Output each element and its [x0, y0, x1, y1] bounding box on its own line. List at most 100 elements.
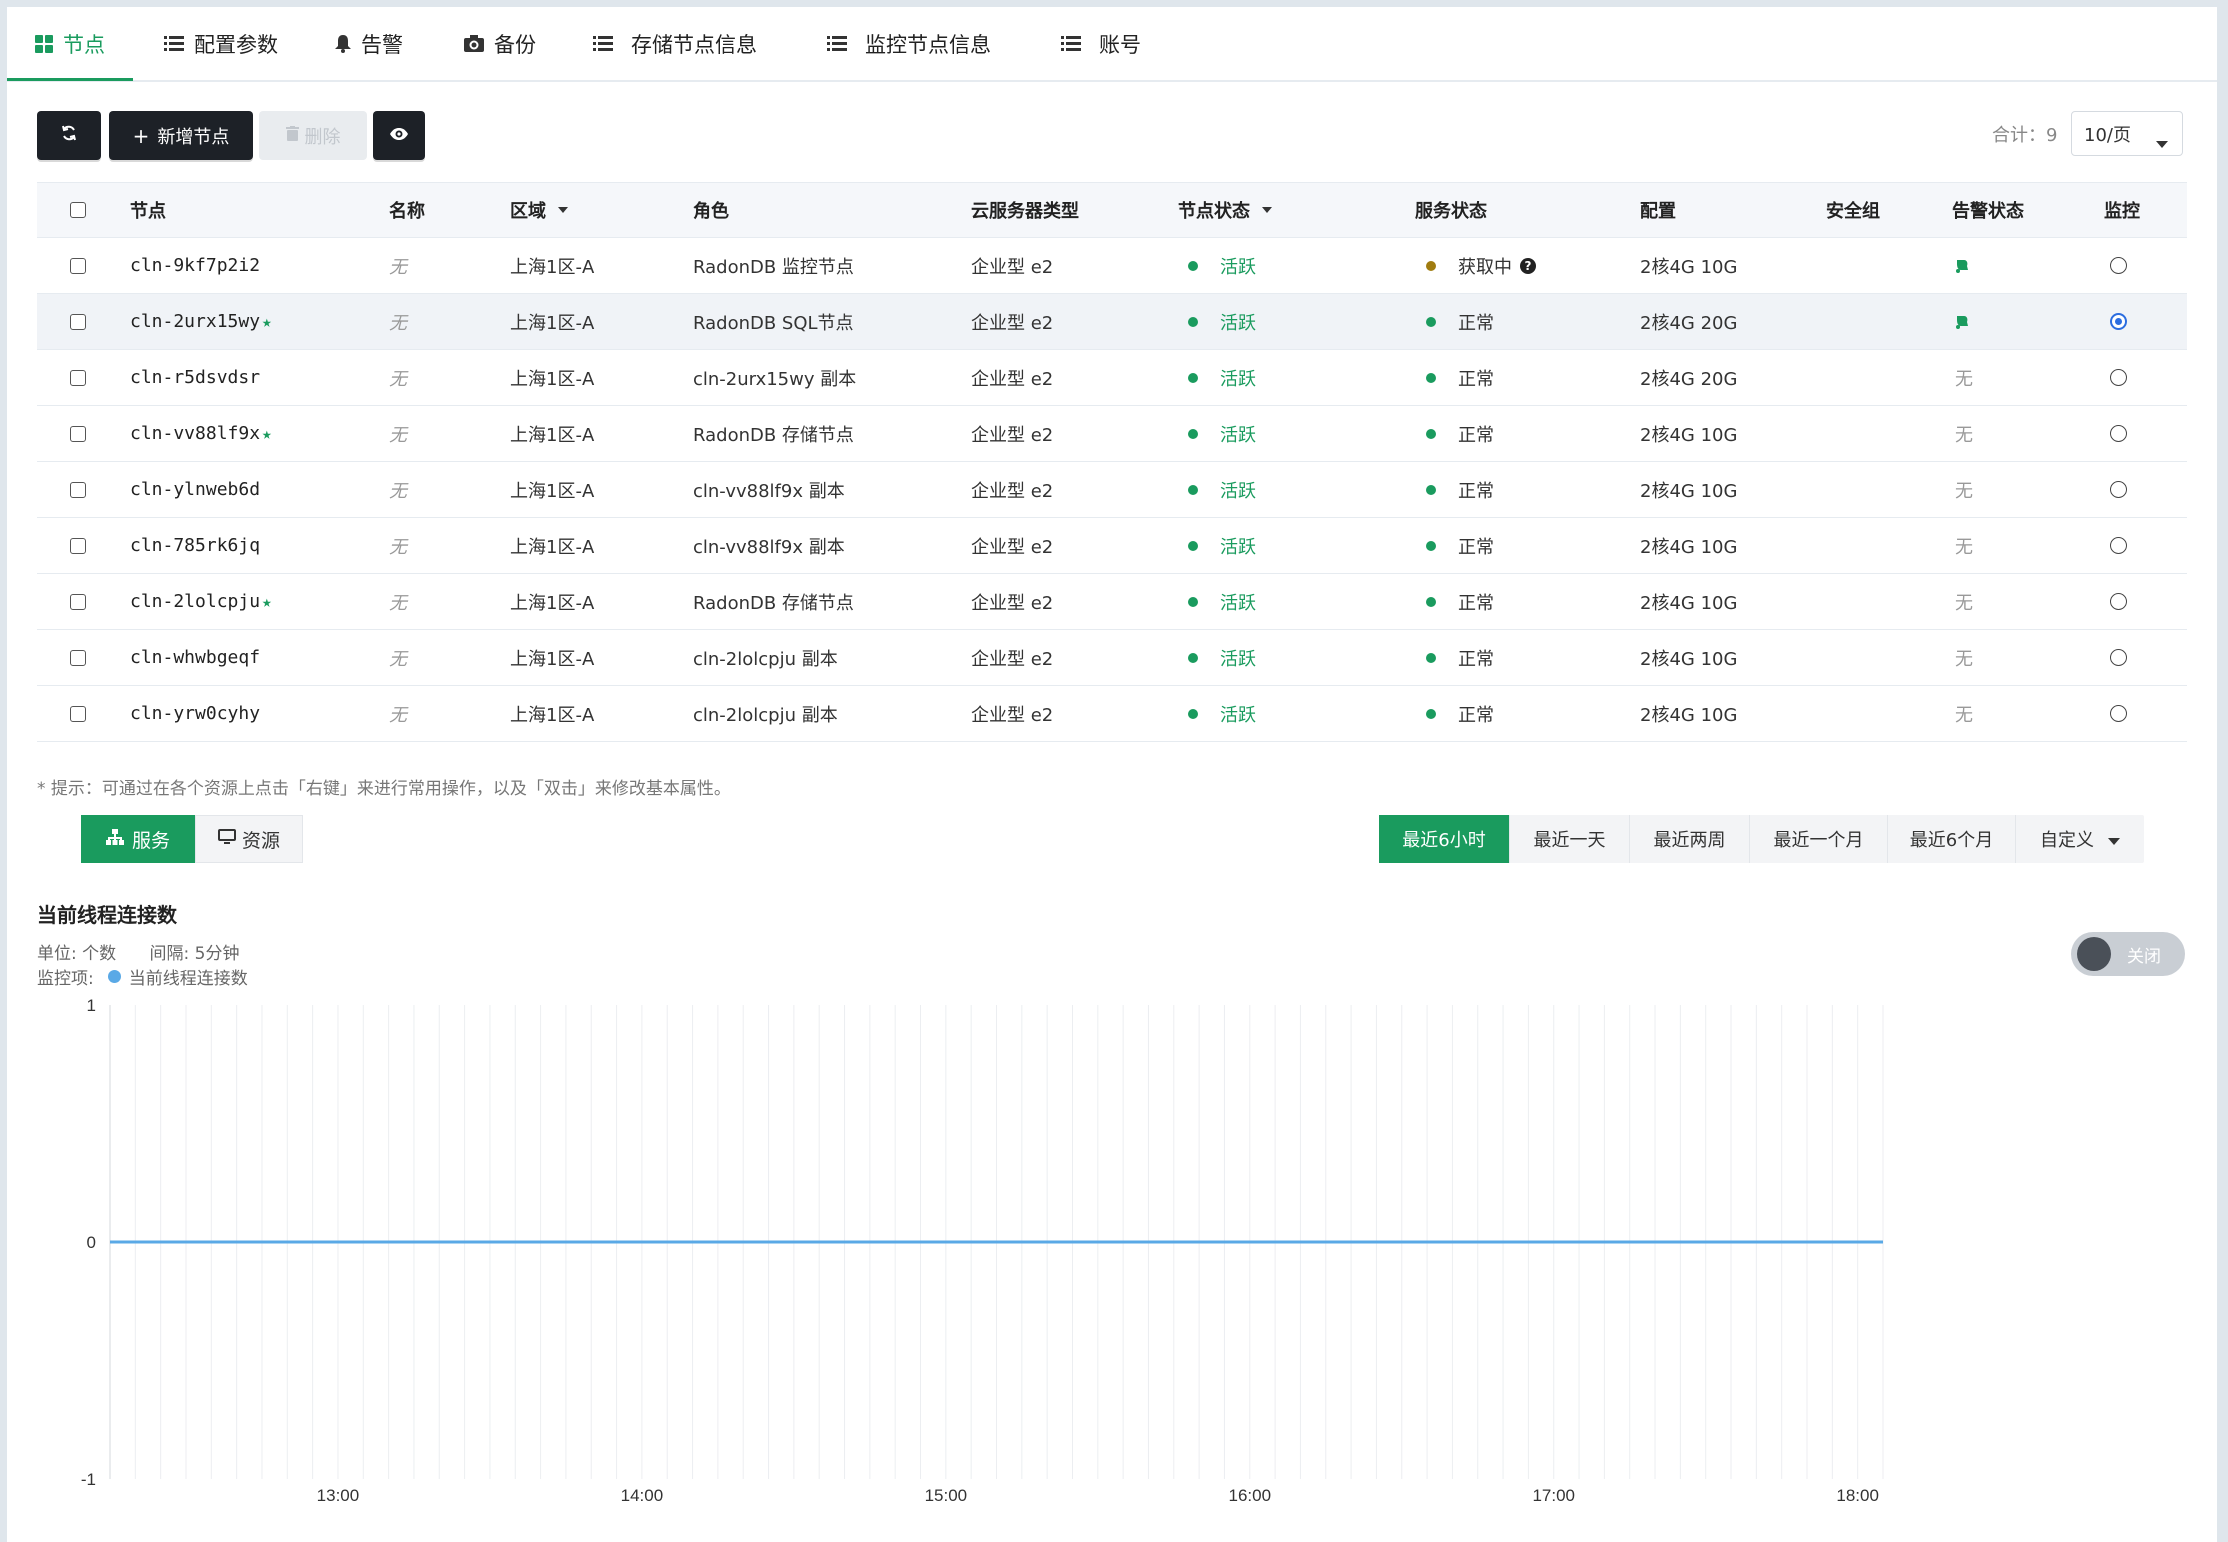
node-status: 活跃	[1188, 686, 1256, 741]
row-checkbox[interactable]	[70, 462, 86, 517]
alert-status: 无	[1955, 592, 1973, 614]
row-checkbox[interactable]	[70, 630, 86, 685]
resource-view-button[interactable]: 资源	[195, 815, 303, 863]
node-zone: 上海1区-A	[510, 536, 595, 558]
sort-caret-icon	[558, 207, 568, 213]
node-id-cell[interactable]: cln-yrw0cyhy	[130, 686, 260, 741]
node-id-cell[interactable]: cln-ylnweb6d	[130, 462, 260, 517]
page-size-select[interactable]: 10/页	[2071, 111, 2183, 156]
service-status-text: 正常	[1458, 536, 1494, 558]
node-id-cell[interactable]: cln-vv88lf9x ★	[130, 406, 272, 461]
row-checkbox[interactable]	[70, 294, 86, 349]
node-name: 无	[389, 592, 407, 614]
tab-backup[interactable]: 备份	[464, 7, 536, 80]
chart-title: 当前线程连接数	[37, 903, 177, 927]
tab-bar: 节点 配置参数 告警 备份 存储节点信息	[7, 7, 2217, 82]
node-id-cell[interactable]: cln-9kf7p2i2	[130, 238, 260, 293]
row-checkbox[interactable]	[70, 686, 86, 741]
service-status-text: 正常	[1458, 312, 1494, 334]
toggle-label: 关闭	[2127, 946, 2161, 967]
tab-alerts[interactable]: 告警	[335, 7, 403, 80]
monitor-radio[interactable]	[2110, 630, 2127, 685]
header-zone[interactable]: 区域	[510, 183, 568, 237]
monitor-radio[interactable]	[2110, 518, 2127, 573]
alert-bell-icon[interactable]	[1955, 294, 1969, 349]
chart-legend: 监控项: 当前线程连接数	[37, 964, 248, 989]
monitor-radio[interactable]	[2110, 238, 2127, 293]
monitor-radio[interactable]	[2110, 294, 2127, 349]
x-tick-label: 16:00	[1229, 1486, 1272, 1505]
question-icon[interactable]: ?	[1520, 257, 1536, 274]
header-node-status[interactable]: 节点状态	[1178, 183, 1272, 237]
node-id-cell[interactable]: cln-r5dsvdsr	[130, 350, 260, 405]
node-zone: 上海1区-A	[510, 704, 595, 726]
tab-storage-node-info[interactable]: 存储节点信息	[593, 7, 757, 80]
node-role: cln-2lolcpju 副本	[693, 648, 838, 670]
row-checkbox[interactable]	[70, 518, 86, 573]
node-status-text: 活跃	[1220, 704, 1256, 726]
tab-nodes[interactable]: 节点	[35, 7, 105, 80]
node-zone: 上海1区-A	[510, 312, 595, 334]
range-2w[interactable]: 最近两周	[1630, 815, 1750, 863]
tab-monitor-node-info[interactable]: 监控节点信息	[827, 7, 991, 80]
tab-label: 告警	[361, 32, 403, 57]
eye-icon	[389, 125, 409, 146]
range-6h[interactable]: 最近6小时	[1379, 815, 1510, 863]
monitor-radio[interactable]	[2110, 462, 2127, 517]
node-id: cln-785rk6jq	[130, 535, 261, 556]
table-row[interactable]: cln-ylnweb6d 无 上海1区-A cln-vv88lf9x 副本 企业型 e2…	[37, 462, 2187, 518]
toggle-visibility-button[interactable]	[373, 111, 425, 160]
delete-button[interactable]: 删除	[259, 111, 367, 160]
refresh-icon	[60, 124, 78, 147]
node-id-cell[interactable]: cln-2lolcpju ★	[130, 574, 272, 629]
table-row[interactable]: cln-785rk6jq 无 上海1区-A cln-vv88lf9x 副本 企业型 e2…	[37, 518, 2187, 574]
range-6m[interactable]: 最近6个月	[1888, 815, 2016, 863]
delete-label: 删除	[304, 126, 341, 148]
node-id-cell[interactable]: cln-785rk6jq	[130, 518, 260, 573]
table-row[interactable]: cln-vv88lf9x ★ 无 上海1区-A RadonDB 存储节点 企业型 e2 活跃…	[37, 406, 2187, 462]
tab-config-params[interactable]: 配置参数	[164, 7, 278, 80]
x-tick-label: 13:00	[317, 1486, 360, 1505]
trash-icon	[285, 125, 299, 146]
node-id: cln-9kf7p2i2	[130, 255, 261, 276]
monitor-radio[interactable]	[2110, 574, 2127, 629]
row-checkbox[interactable]	[70, 574, 86, 629]
grid-icon	[35, 34, 53, 53]
service-view-button[interactable]: 服务	[81, 815, 195, 863]
refresh-button[interactable]	[37, 111, 101, 160]
service-status: 正常	[1426, 574, 1494, 629]
row-checkbox[interactable]	[70, 350, 86, 405]
monitor-radio[interactable]	[2110, 686, 2127, 741]
bell-icon	[335, 34, 351, 53]
table-row[interactable]: cln-2lolcpju ★ 无 上海1区-A RadonDB 存储节点 企业型 e2 活跃…	[37, 574, 2187, 630]
alert-bell-icon[interactable]	[1955, 238, 1969, 293]
node-id-cell[interactable]: cln-2urx15wy ★	[130, 294, 272, 349]
node-instance-type: 企业型 e2	[971, 648, 1054, 670]
x-tick-label: 14:00	[621, 1486, 664, 1505]
row-checkbox[interactable]	[70, 406, 86, 461]
table-row[interactable]: cln-yrw0cyhy 无 上海1区-A cln-2lolcpju 副本 企业型 e2…	[37, 686, 2187, 742]
node-id-cell[interactable]: cln-whwbgeqf	[130, 630, 260, 685]
table-row[interactable]: cln-9kf7p2i2 无 上海1区-A RadonDB 监控节点 企业型 e2 活跃 获…	[37, 238, 2187, 294]
select-all-checkbox[interactable]	[70, 183, 86, 237]
node-id: cln-vv88lf9x	[130, 423, 261, 444]
tab-accounts[interactable]: 账号	[1061, 7, 1141, 80]
table-row[interactable]: cln-whwbgeqf 无 上海1区-A cln-2lolcpju 副本 企业型 e2…	[37, 630, 2187, 686]
range-1m[interactable]: 最近一个月	[1750, 815, 1888, 863]
chart-toggle-switch[interactable]: 关闭	[2071, 932, 2185, 976]
table-row[interactable]: cln-r5dsvdsr 无 上海1区-A cln-2urx15wy 副本 企业型 e2…	[37, 350, 2187, 406]
row-checkbox[interactable]	[70, 238, 86, 293]
monitor-icon	[217, 828, 236, 850]
star-icon: ★	[262, 312, 272, 331]
monitor-radio[interactable]	[2110, 406, 2127, 461]
node-name: 无	[389, 424, 407, 446]
sort-caret-icon	[1262, 207, 1272, 213]
range-1d[interactable]: 最近一天	[1510, 815, 1630, 863]
add-node-button[interactable]: + 新增节点	[109, 111, 253, 160]
monitor-radio[interactable]	[2110, 350, 2127, 405]
range-custom[interactable]: 自定义	[2016, 815, 2144, 863]
node-instance-type: 企业型 e2	[971, 256, 1054, 278]
add-node-label: 新增节点	[157, 126, 230, 148]
node-zone: 上海1区-A	[510, 368, 595, 390]
table-row[interactable]: cln-2urx15wy ★ 无 上海1区-A RadonDB SQL节点 企业型 e2 活…	[37, 294, 2187, 350]
